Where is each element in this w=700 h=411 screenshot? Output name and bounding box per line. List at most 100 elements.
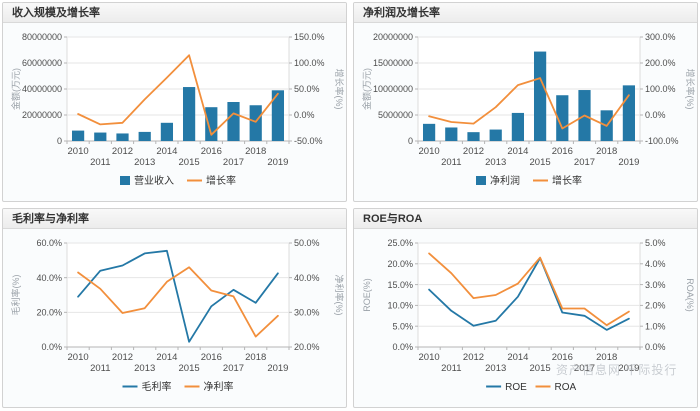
left-tick-label: 20000000 bbox=[22, 110, 62, 120]
plot-area[interactable] bbox=[417, 242, 641, 348]
bar[interactable] bbox=[205, 107, 218, 141]
x-tick-label: 2019 bbox=[267, 363, 288, 374]
x-tick-label: 2019 bbox=[267, 157, 288, 168]
left-tick-label: 20.0% bbox=[387, 259, 413, 269]
line-series[interactable] bbox=[428, 257, 630, 331]
margins-chart[interactable]: 0.0% 20.0% 40.0% 60.0% 20.0% 30.0% 40.0% 50.0% 2… bbox=[3, 229, 346, 405]
right-tick-label: 100.0% bbox=[294, 58, 325, 68]
x-tick-label: 2017 bbox=[223, 157, 244, 168]
left-tick-label: 0.0% bbox=[392, 342, 413, 352]
legend-item-ROE[interactable]: ROE bbox=[486, 382, 527, 393]
x-tick-label: 2011 bbox=[441, 157, 461, 168]
bar[interactable] bbox=[445, 127, 458, 141]
panel-body: 0.0% 20.0% 40.0% 60.0% 20.0% 30.0% 40.0% 50.0% 2… bbox=[3, 229, 346, 407]
bar[interactable] bbox=[116, 133, 129, 141]
right-tick-label: 0.0% bbox=[294, 110, 315, 120]
legend-item-营业收入[interactable]: 营业收入 bbox=[120, 174, 174, 187]
right-tick-label: 20.0% bbox=[294, 342, 320, 352]
panel-body: 0 20000000 40000000 60000000 80000000 -50.0% 0… bbox=[3, 23, 346, 201]
x-tick-label: 2010 bbox=[419, 352, 440, 363]
line-series[interactable] bbox=[428, 77, 630, 130]
x-tick-label: 2013 bbox=[134, 363, 155, 374]
bar[interactable] bbox=[533, 51, 547, 141]
left-tick-label: 20.0% bbox=[36, 308, 62, 318]
right-axis-title: ROA(%) bbox=[685, 278, 695, 312]
line-series[interactable] bbox=[77, 54, 279, 136]
right-tick-label: 300.0% bbox=[645, 32, 676, 42]
x-tick-label: 2011 bbox=[90, 157, 110, 168]
left-tick-label: 60.0% bbox=[36, 238, 62, 248]
bar[interactable] bbox=[622, 85, 636, 141]
right-tick-label: 200.0% bbox=[645, 58, 676, 68]
left-tick-label: 5000000 bbox=[378, 110, 413, 120]
x-tick-label: 2015 bbox=[179, 157, 200, 168]
x-tick-label: 2015 bbox=[530, 363, 551, 374]
right-tick-label: 50.0% bbox=[294, 238, 320, 248]
right-tick-label: 5.0% bbox=[645, 238, 666, 248]
right-tick-label: 0.0% bbox=[645, 110, 666, 120]
left-axis-title: 毛利率(%) bbox=[10, 275, 21, 316]
x-tick-label: 2018 bbox=[245, 352, 266, 363]
x-tick-label: 2016 bbox=[201, 146, 222, 157]
bar[interactable] bbox=[94, 132, 107, 141]
right-tick-label: 150.0% bbox=[294, 32, 325, 42]
x-tick-label: 2016 bbox=[552, 352, 573, 363]
bar[interactable] bbox=[138, 131, 151, 141]
panel-title: 收入规模及增长率 bbox=[3, 3, 346, 23]
bar[interactable] bbox=[511, 112, 525, 141]
line-series[interactable] bbox=[77, 249, 279, 343]
x-tick-label: 2010 bbox=[68, 146, 89, 157]
panel-body: 0 5000000 10000000 15000000 20000000 -100.0% 0… bbox=[354, 23, 697, 201]
panel-net-profit-growth: 净利润及增长率 0 5000000 10000000 15000000 20000000… bbox=[353, 2, 698, 202]
left-tick-label: 0 bbox=[408, 136, 413, 146]
legend-label: ROE bbox=[505, 382, 527, 393]
right-tick-label: 0.0% bbox=[645, 342, 666, 352]
left-tick-label: 10000000 bbox=[373, 84, 413, 94]
x-tick-label: 2018 bbox=[596, 352, 617, 363]
left-tick-label: 15000000 bbox=[373, 58, 413, 68]
line-series[interactable] bbox=[77, 266, 279, 338]
revenue-growth-chart[interactable]: 0 20000000 40000000 60000000 80000000 -50.0% 0… bbox=[3, 23, 346, 199]
legend-label: 营业收入 bbox=[134, 174, 174, 187]
legend-item-增长率[interactable]: 增长率 bbox=[187, 174, 236, 187]
x-tick-label: 2017 bbox=[574, 157, 595, 168]
left-tick-label: 60000000 bbox=[22, 58, 62, 68]
left-tick-label: 0.0% bbox=[41, 342, 62, 352]
bar[interactable] bbox=[467, 132, 480, 141]
left-tick-label: 20000000 bbox=[373, 32, 413, 42]
x-tick-label: 2012 bbox=[463, 146, 484, 157]
right-tick-label: 40.0% bbox=[294, 273, 320, 283]
x-tick-label: 2011 bbox=[90, 363, 110, 374]
legend-item-净利率[interactable]: 净利率 bbox=[184, 380, 234, 393]
right-axis-title: 增长率(%) bbox=[685, 69, 696, 110]
bar[interactable] bbox=[489, 129, 502, 141]
x-tick-label: 2014 bbox=[156, 352, 177, 363]
bar[interactable] bbox=[182, 87, 196, 141]
right-tick-label: 50.0% bbox=[294, 84, 320, 94]
legend-item-增长率[interactable]: 增长率 bbox=[533, 174, 582, 187]
panel-title: 毛利率与净利率 bbox=[3, 209, 346, 229]
net-profit-growth-chart[interactable]: 0 5000000 10000000 15000000 20000000 -100.0% 0… bbox=[354, 23, 697, 199]
legend-item-毛利率[interactable]: 毛利率 bbox=[122, 380, 172, 393]
right-tick-label: -50.0% bbox=[294, 136, 323, 146]
right-axis-title: 净利率(%) bbox=[334, 275, 345, 316]
bar[interactable] bbox=[556, 95, 569, 141]
line-series[interactable] bbox=[428, 252, 630, 327]
bar[interactable] bbox=[271, 90, 285, 141]
bar[interactable] bbox=[227, 102, 240, 141]
right-axis-title: 增长率(%) bbox=[334, 69, 345, 110]
roe-roa-chart[interactable]: 0.0% 5.0% 10.0% 15.0% 20.0% 25.0% 0.0% 1.0% 2.0%… bbox=[354, 229, 697, 405]
x-tick-label: 2013 bbox=[134, 157, 155, 168]
bar[interactable] bbox=[249, 105, 262, 141]
bar[interactable] bbox=[71, 130, 85, 141]
right-tick-label: 2.0% bbox=[645, 301, 666, 311]
x-tick-label: 2011 bbox=[441, 363, 461, 374]
left-axis-title: 金额(万元) bbox=[361, 68, 372, 110]
panel-body: 0.0% 5.0% 10.0% 15.0% 20.0% 25.0% 0.0% 1.0% 2.0%… bbox=[354, 229, 697, 407]
bar[interactable] bbox=[422, 123, 436, 141]
x-tick-label: 2012 bbox=[463, 352, 484, 363]
legend-item-ROA[interactable]: ROA bbox=[535, 382, 577, 393]
legend-label: 净利润 bbox=[490, 174, 520, 187]
bar[interactable] bbox=[160, 122, 174, 141]
legend-item-净利润[interactable]: 净利润 bbox=[476, 174, 520, 187]
